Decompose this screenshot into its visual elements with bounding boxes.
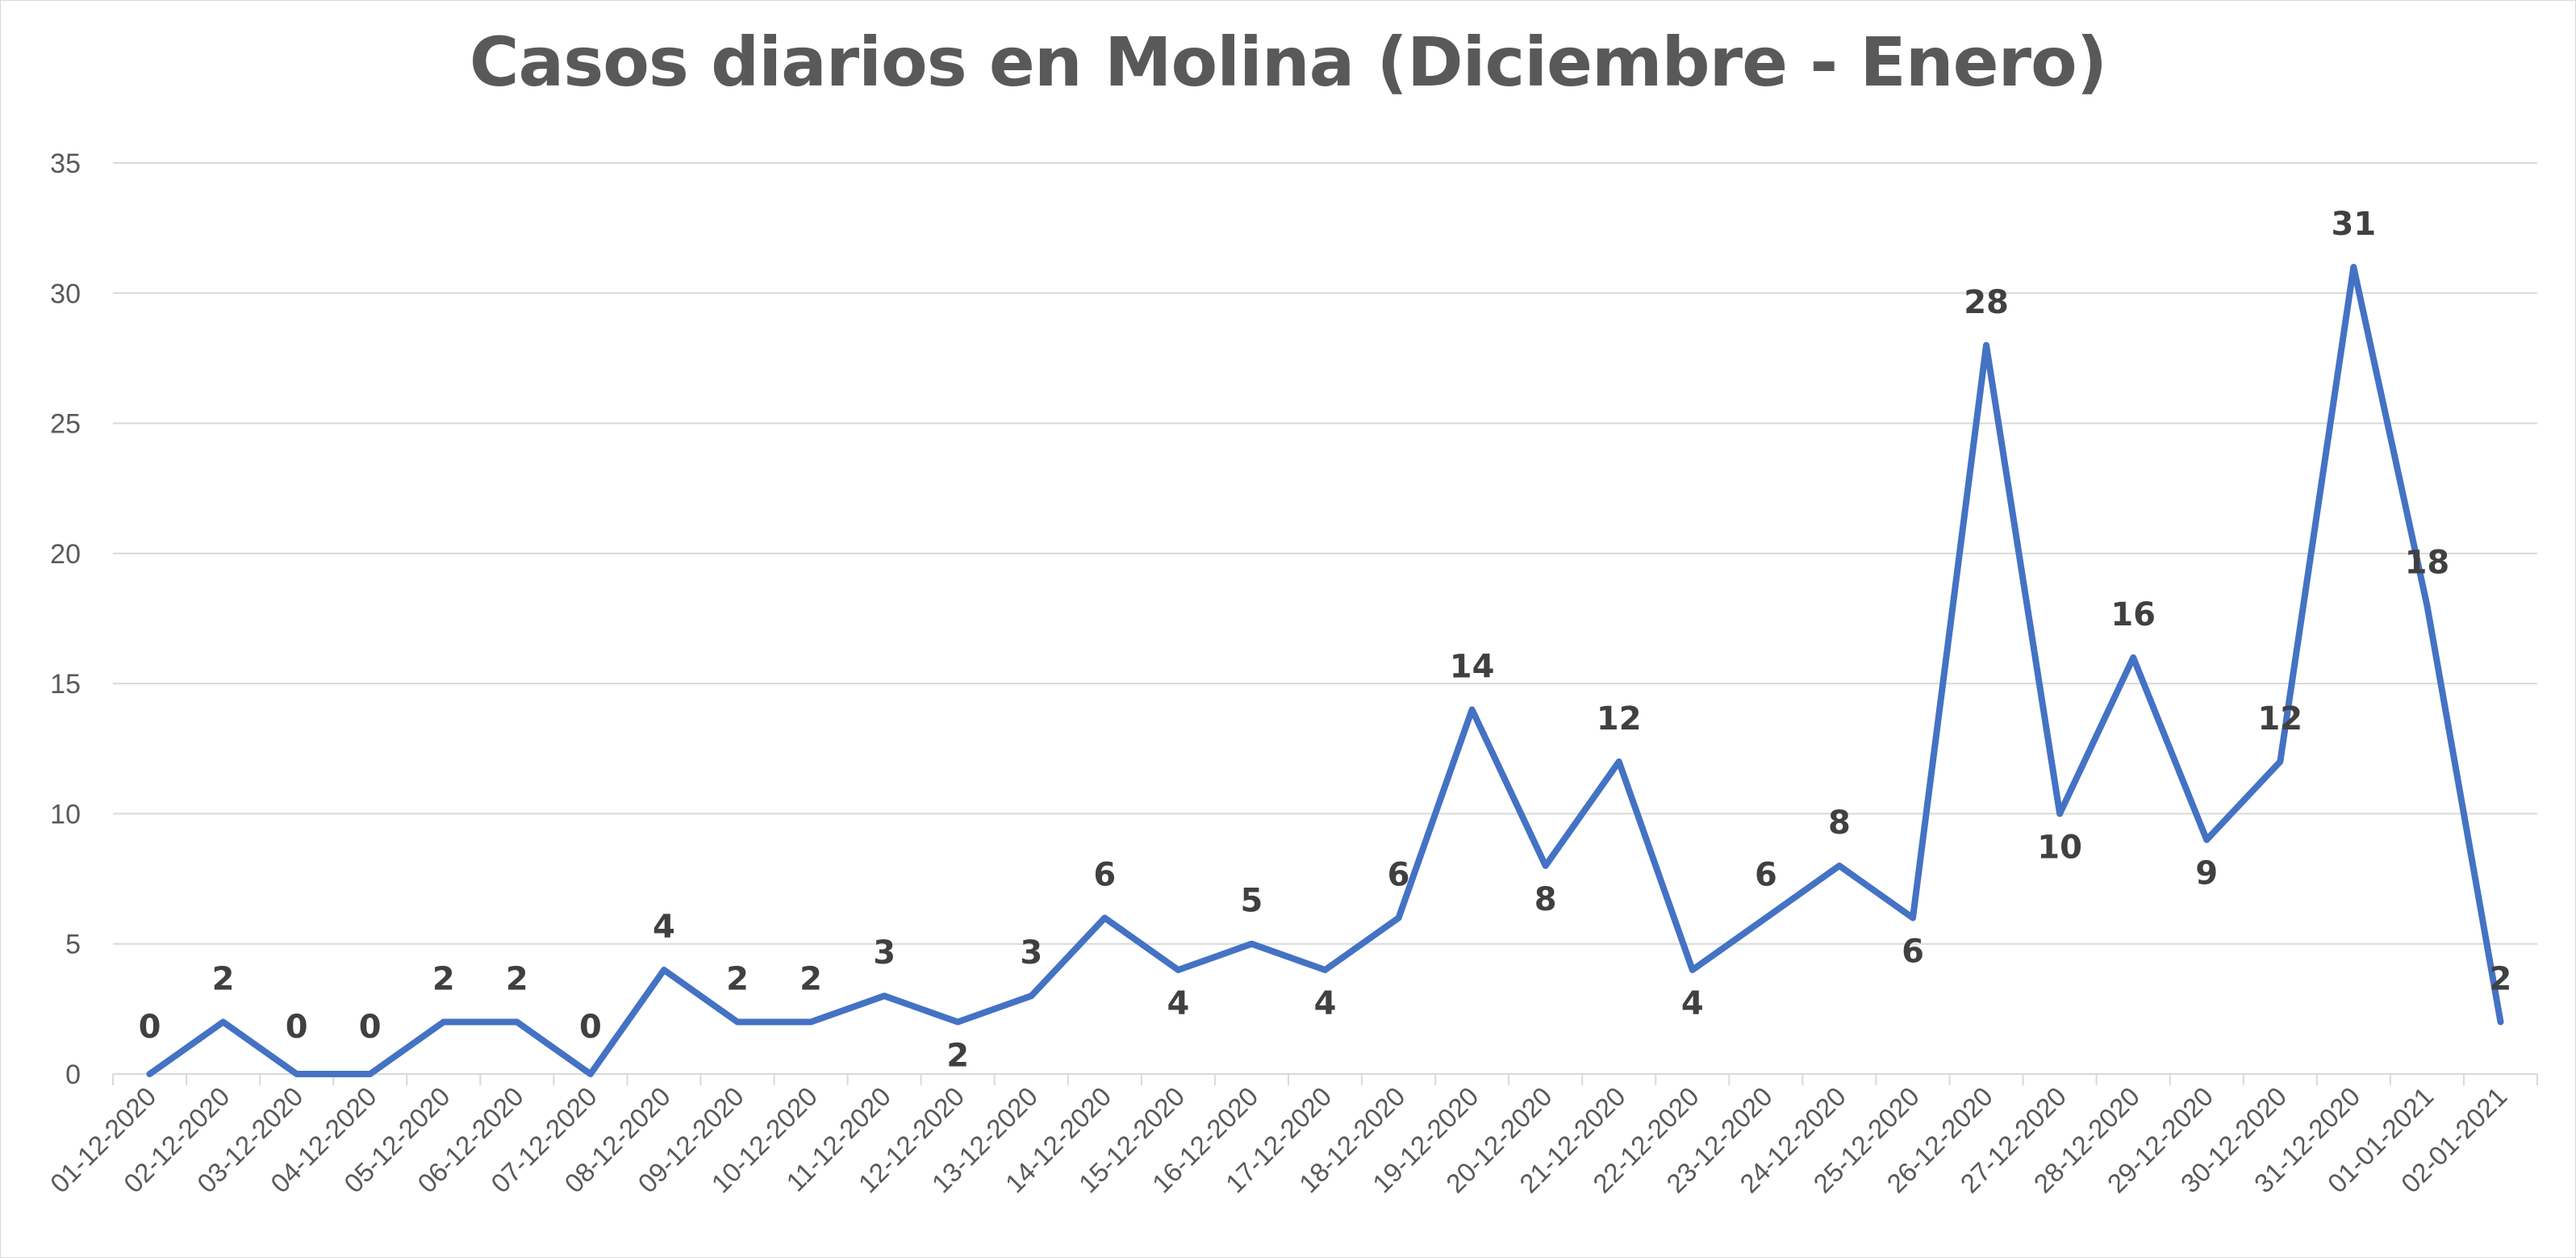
data-label: 2 [432,960,455,997]
data-label: 4 [1314,985,1337,1022]
data-label: 8 [1828,805,1851,842]
y-tick-label: 35 [50,148,81,179]
data-label: 6 [1902,933,1924,970]
y-tick-label: 10 [50,799,81,830]
gridlines [113,162,2537,945]
data-label: 0 [579,1009,602,1046]
data-label: 9 [2195,855,2218,892]
series-line [146,264,2504,1077]
data-label: 2 [726,960,749,997]
data-label: 4 [1681,985,1704,1022]
data-label: 14 [1450,648,1495,685]
chart-title: Casos diarios en Molina (Diciembre - Ene… [469,23,2107,102]
data-label: 2 [946,1037,969,1074]
data-label: 3 [873,934,896,972]
data-labels: 0 2 0 0 2 2 0 4 2 2 3 2 3 6 4 5 4 6 14 8 12 4 6 8 6 28 10 16 9 12 31 18… [139,206,2512,1074]
data-label: 12 [2257,700,2303,738]
data-label: 8 [1534,881,1557,918]
data-label: 12 [1597,700,1642,738]
data-label: 18 [2405,544,2450,581]
data-label: 31 [2332,206,2377,243]
data-label: 28 [1964,284,2009,321]
data-label: 2 [2490,960,2512,997]
y-tick-label: 25 [50,409,81,440]
data-label: 10 [2037,829,2082,866]
data-label: 0 [286,1009,308,1046]
data-label: 2 [212,960,235,997]
data-label: 4 [653,909,675,946]
data-label: 4 [1167,985,1189,1022]
series-layer [146,264,2504,1077]
data-label: 6 [1388,856,1410,893]
data-label: 0 [359,1009,382,1046]
data-label: 5 [1241,883,1263,920]
data-label: 2 [800,960,822,997]
y-tick-label: 5 [65,930,81,960]
data-label: 16 [2110,596,2156,633]
y-tick-label: 30 [50,278,81,309]
data-label: 2 [506,960,528,997]
data-label: 6 [1093,856,1116,893]
data-label: 6 [1755,856,1777,893]
data-label: 3 [1020,934,1042,972]
y-tick-label: 15 [50,669,81,700]
y-tick-label: 0 [65,1059,81,1090]
data-label: 0 [139,1009,161,1046]
y-tick-label: 20 [50,539,81,570]
